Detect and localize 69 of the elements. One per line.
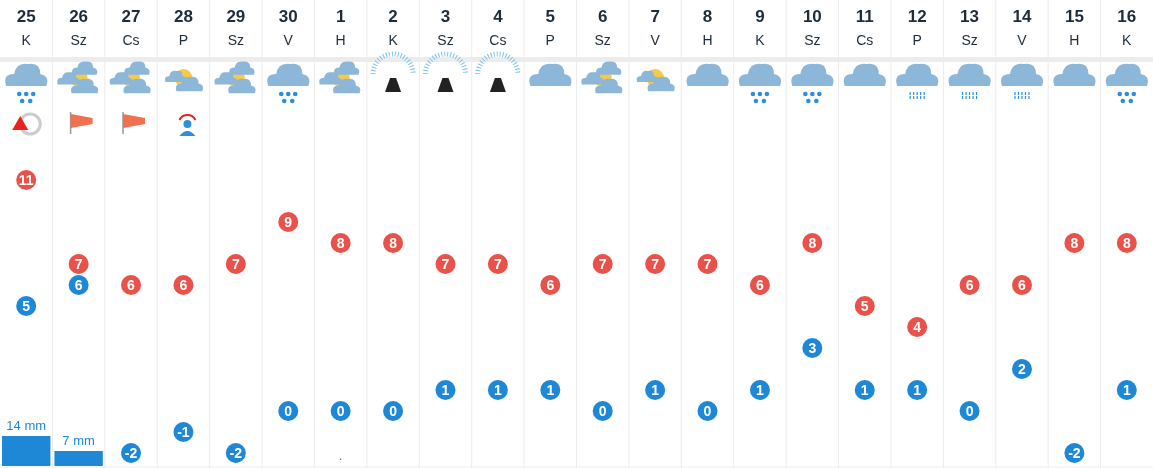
- data-label: 8: [1122, 235, 1131, 251]
- data-label: 0: [336, 403, 345, 419]
- data-label: 1: [651, 382, 660, 398]
- data-label: 9: [284, 214, 293, 230]
- data-label: 7: [598, 256, 607, 272]
- data-label: 8: [808, 235, 817, 251]
- data-label: 1: [1122, 382, 1131, 398]
- data-label: 7: [703, 256, 712, 272]
- data-label: 5: [22, 298, 31, 314]
- data-label: 1: [756, 382, 765, 398]
- x-tick-label: 29 Sz: [226, 7, 246, 48]
- data-label: 0: [703, 403, 712, 419]
- x-tick-label: 6 Sz: [594, 7, 611, 48]
- data-label: 8: [1070, 235, 1079, 251]
- x-tick-label: 15 H: [1064, 7, 1084, 48]
- data-label: 6: [546, 277, 555, 293]
- x-tick-label: 10 Sz: [802, 7, 822, 48]
- text: .: [338, 448, 343, 463]
- x-tick-label: 11 Cs: [855, 7, 874, 48]
- data-label: -2: [124, 445, 138, 461]
- x-tick-label: 3 Sz: [437, 7, 454, 48]
- data-label: -2: [1068, 445, 1081, 461]
- data-label: 7: [441, 256, 450, 272]
- data-label: 6: [965, 277, 974, 293]
- data-label: 4: [913, 319, 922, 335]
- data-label: 8: [336, 235, 345, 251]
- data-label: 6: [127, 277, 136, 293]
- data-label: 11: [18, 172, 34, 188]
- data-label: 6: [179, 277, 188, 293]
- data-label: 2: [1018, 361, 1027, 377]
- data-label: 3: [808, 340, 817, 356]
- data-label: 6: [74, 277, 83, 293]
- x-tick-label: 13 Sz: [960, 7, 980, 48]
- data-label: 8: [389, 235, 398, 251]
- data-label: 6: [756, 277, 765, 293]
- x-tick-label: 30 V: [278, 7, 298, 48]
- x-tick-label: 16 K: [1117, 7, 1137, 48]
- data-label: 7: [74, 256, 83, 272]
- data-label: 6: [1018, 277, 1027, 293]
- data-label: 0: [965, 403, 974, 419]
- x-tick-label: 26 Sz: [69, 7, 89, 48]
- x-tick-label: 14 V: [1012, 7, 1032, 48]
- data-label: 0: [284, 403, 293, 419]
- data-label: 0: [598, 403, 607, 419]
- data-label: -2: [229, 445, 243, 461]
- x-tick-label: 5 P: [545, 7, 556, 48]
- data-label: 7: [651, 256, 660, 272]
- data-label: 1: [860, 382, 869, 398]
- data-label: 7: [493, 256, 502, 272]
- data-label: 7 mm: [62, 433, 95, 448]
- data-label: 1: [913, 382, 922, 398]
- x-tick-label: 25 K: [16, 7, 36, 48]
- data-label: 1: [441, 382, 450, 398]
- x-tick-label: 12 P: [907, 7, 927, 48]
- x-tick-label: 4 Cs: [489, 7, 507, 48]
- data-label: -1: [177, 424, 190, 440]
- x-tick-label: 9 K: [755, 7, 766, 48]
- x-tick-label: 28 P: [173, 7, 193, 48]
- x-tick-label: 8 H: [702, 7, 713, 48]
- x-tick-label: 27 Cs: [121, 7, 141, 48]
- x-tick-label: 7 V: [650, 7, 661, 48]
- data-label: 1: [546, 382, 555, 398]
- data-label: 7: [231, 256, 240, 272]
- data-label: 1: [493, 382, 502, 398]
- data-label: 14 mm: [6, 418, 47, 433]
- data-label: 0: [389, 403, 398, 419]
- x-tick-label: 1 H: [335, 7, 346, 48]
- x-tick-label: 2 K: [388, 7, 399, 48]
- data-label: 5: [860, 298, 869, 314]
